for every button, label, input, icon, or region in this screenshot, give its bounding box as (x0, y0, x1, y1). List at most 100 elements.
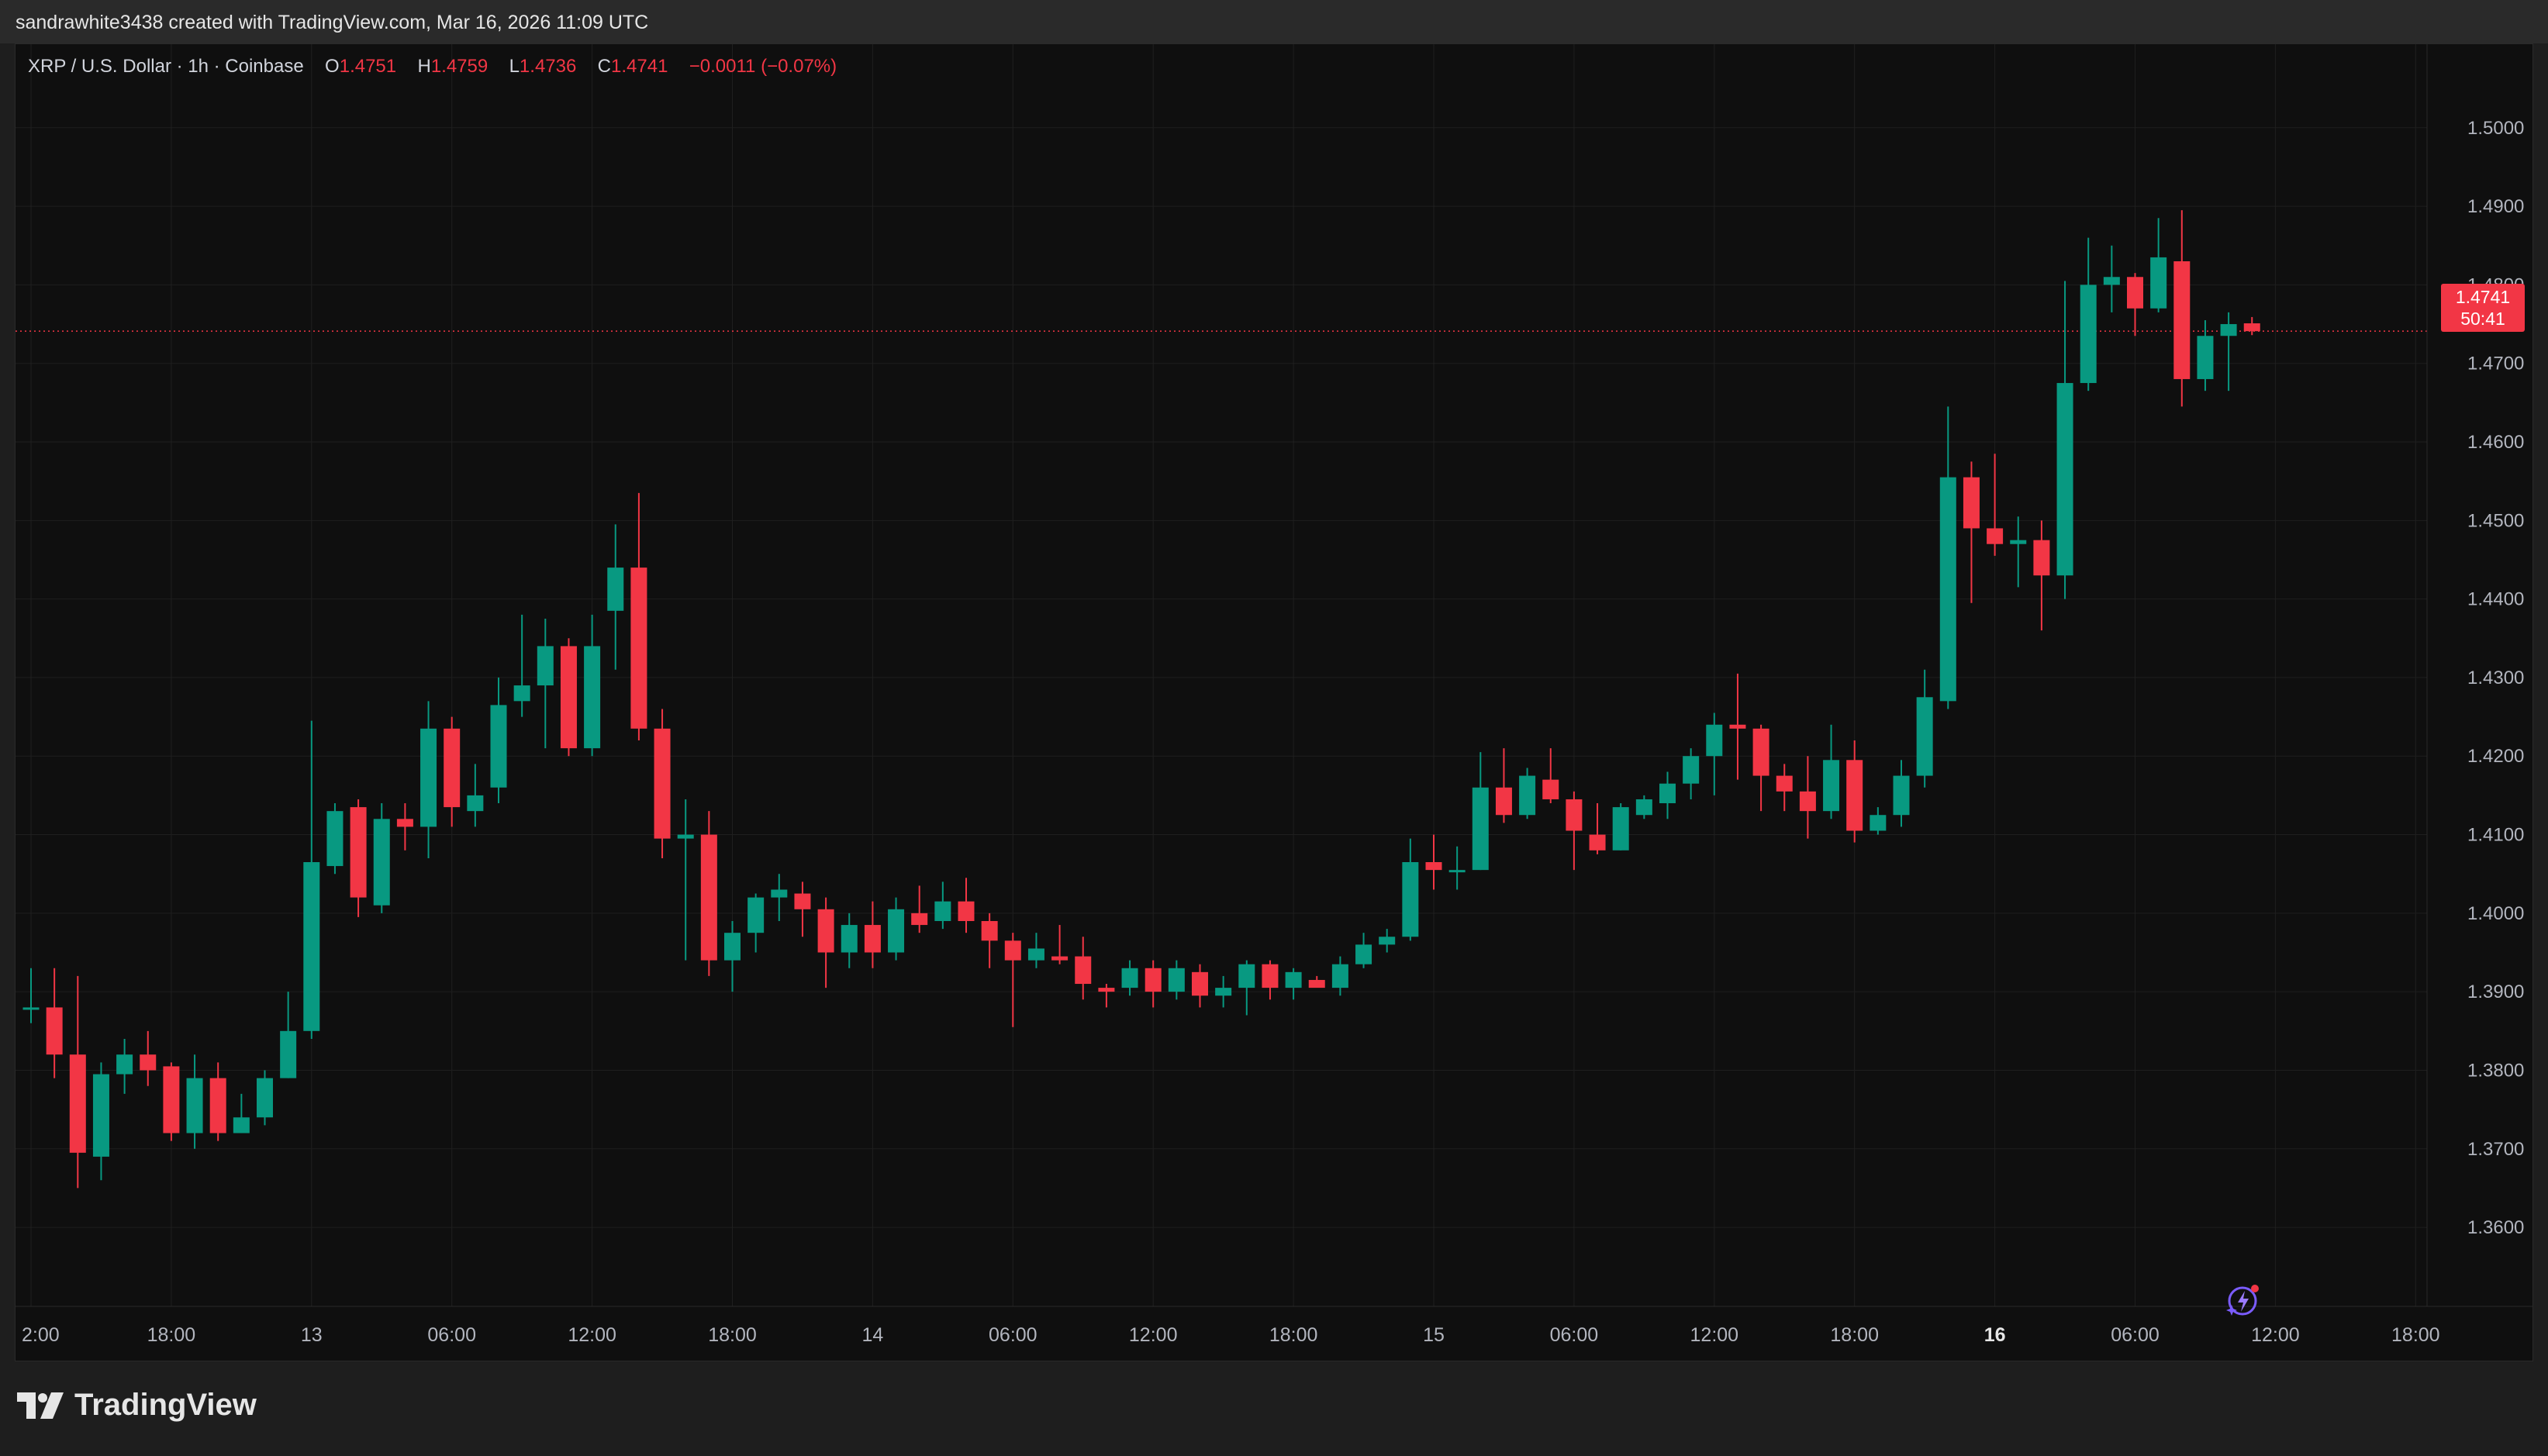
candle[interactable] (2127, 273, 2143, 336)
candle[interactable] (1308, 975, 1325, 988)
candle[interactable] (2220, 312, 2237, 392)
candle[interactable] (513, 614, 530, 717)
candle[interactable] (92, 1062, 109, 1181)
candle[interactable] (794, 882, 811, 937)
candle[interactable] (2243, 316, 2260, 336)
candle[interactable] (1519, 768, 1536, 819)
candle[interactable] (303, 720, 320, 1039)
candlestick-chart[interactable]: 1.50001.49001.48001.47001.46001.45001.44… (16, 44, 2532, 1361)
candle[interactable] (1121, 960, 1138, 996)
candle[interactable] (1893, 760, 1910, 827)
candle[interactable] (2150, 218, 2167, 312)
candle[interactable] (233, 1093, 250, 1133)
candle[interactable] (607, 524, 624, 670)
candle[interactable] (420, 701, 437, 858)
candle[interactable] (654, 709, 671, 858)
candle[interactable] (396, 803, 413, 850)
candle[interactable] (280, 992, 297, 1078)
candle[interactable] (537, 618, 554, 749)
candle[interactable] (1752, 724, 1769, 812)
candle[interactable] (1683, 748, 1700, 799)
candle[interactable] (584, 614, 601, 757)
candle[interactable] (1495, 748, 1512, 823)
candle[interactable] (1635, 795, 1652, 819)
candle[interactable] (326, 803, 344, 875)
candle[interactable] (209, 1062, 226, 1141)
lightning-icon[interactable] (2224, 1281, 2263, 1320)
candle[interactable] (140, 1030, 157, 1086)
candle[interactable] (1285, 968, 1302, 1000)
candle[interactable] (700, 811, 717, 976)
candle[interactable] (1262, 960, 1279, 1000)
candle[interactable] (163, 1062, 180, 1141)
candle[interactable] (1027, 933, 1044, 968)
chart-area[interactable]: 1.50001.49001.48001.47001.46001.45001.44… (15, 43, 2533, 1361)
candle[interactable] (1004, 933, 1021, 1027)
candle[interactable] (1706, 712, 1723, 795)
candle[interactable] (350, 799, 367, 917)
candle[interactable] (1215, 975, 1232, 1008)
candle[interactable] (373, 803, 390, 913)
candle[interactable] (1823, 724, 1840, 819)
candle[interactable] (1776, 764, 1793, 812)
candle[interactable] (69, 975, 86, 1189)
candle[interactable] (1987, 454, 2004, 556)
candle[interactable] (1566, 791, 1583, 871)
candle[interactable] (186, 1054, 203, 1149)
candle[interactable] (1379, 929, 1396, 953)
tradingview-brand[interactable]: TradingView (17, 1388, 257, 1423)
candle[interactable] (1659, 771, 1676, 819)
candle[interactable] (1963, 461, 1980, 603)
candle[interactable] (46, 968, 63, 1078)
candle[interactable] (1145, 960, 1162, 1008)
candle[interactable] (1192, 964, 1208, 1008)
candle[interactable] (1051, 925, 1069, 964)
candle[interactable] (1355, 933, 1372, 968)
candle[interactable] (1939, 406, 1956, 709)
candle[interactable] (1916, 669, 1933, 788)
candle[interactable] (864, 901, 881, 968)
candle[interactable] (116, 1038, 133, 1094)
candle[interactable] (888, 897, 905, 961)
candle[interactable] (1472, 752, 1489, 871)
candle[interactable] (724, 920, 741, 992)
candle[interactable] (1168, 960, 1185, 1000)
candle[interactable] (2010, 516, 2027, 588)
candle[interactable] (467, 764, 484, 827)
candle[interactable] (2103, 245, 2120, 312)
candle[interactable] (1729, 673, 1746, 780)
candle[interactable] (1331, 956, 1348, 996)
candle[interactable] (1075, 937, 1092, 1000)
candle[interactable] (444, 716, 461, 827)
candle[interactable] (958, 878, 975, 933)
candle[interactable] (1870, 807, 1887, 835)
candle[interactable] (981, 913, 998, 968)
candle[interactable] (2033, 520, 2050, 631)
candle[interactable] (22, 968, 40, 1023)
candle[interactable] (630, 492, 647, 740)
candle[interactable] (817, 897, 834, 988)
candle[interactable] (1238, 960, 1255, 1016)
candle[interactable] (1402, 838, 1419, 941)
candle[interactable] (934, 882, 951, 930)
candle[interactable] (1542, 748, 1559, 804)
candle[interactable] (1589, 803, 1606, 854)
candle[interactable] (257, 1070, 273, 1126)
candle[interactable] (2173, 210, 2191, 407)
candle[interactable] (771, 874, 788, 921)
candle[interactable] (1448, 846, 1466, 890)
candle[interactable] (490, 677, 507, 804)
candle[interactable] (560, 638, 577, 757)
candle[interactable] (2197, 319, 2214, 392)
candle[interactable] (2080, 237, 2097, 392)
candle[interactable] (1612, 803, 1629, 850)
candle[interactable] (911, 885, 928, 933)
candle[interactable] (1098, 984, 1115, 1008)
candle[interactable] (1425, 834, 1442, 890)
candle[interactable] (747, 893, 765, 953)
candle[interactable] (1799, 756, 1816, 839)
candle[interactable] (1846, 740, 1863, 843)
candle[interactable] (2056, 281, 2073, 599)
candle[interactable] (677, 799, 694, 961)
candle[interactable] (841, 913, 858, 968)
